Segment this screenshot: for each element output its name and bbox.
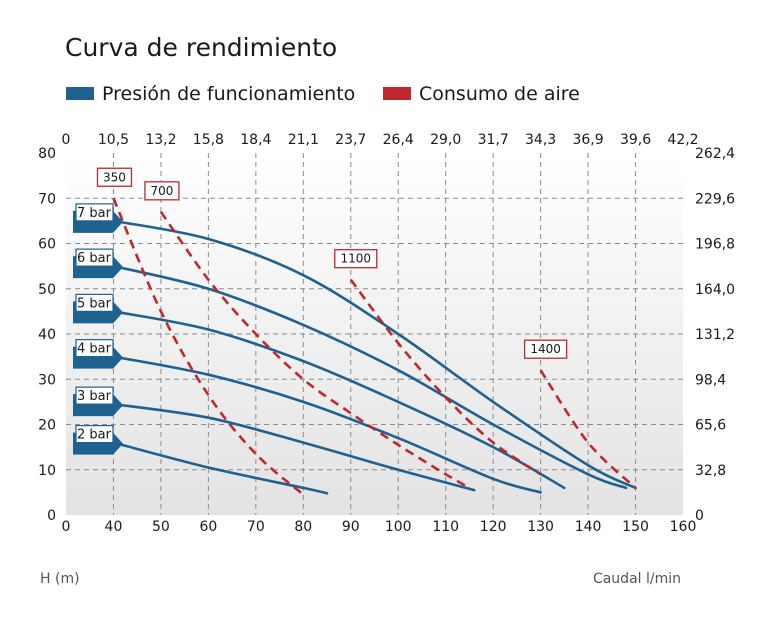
x-top-tick-label: 31,7 xyxy=(478,132,509,148)
y-tick-label: 40 xyxy=(38,327,56,343)
legend-swatch-air xyxy=(383,87,411,100)
pressure-label-box xyxy=(75,339,114,358)
pressure-label-text: 2 bar xyxy=(77,428,112,443)
y-axis-right-ticks: 0 32,8 65,6 98,4 131,2 164,0 196,8 229,6 262,4 xyxy=(695,146,735,524)
y-right-tick-label: 164,0 xyxy=(695,282,735,298)
air-series-labels: 350 700 1100 1400 xyxy=(96,167,568,359)
y-right-tick-label: 65,6 xyxy=(695,418,726,434)
x-tick-label: 160 xyxy=(670,519,697,535)
x-tick-label: 100 xyxy=(385,519,412,535)
air-label-box xyxy=(96,167,133,187)
pressure-label-arrow xyxy=(113,432,123,455)
x-tick-label: 0 xyxy=(62,519,71,535)
pressure-series-labels: 7 bar 6 bar 5 bar 4 bar 3 bar 2 bar xyxy=(73,203,123,455)
air-line xyxy=(539,369,637,489)
y-right-tick-label: 32,8 xyxy=(695,463,726,479)
x-top-tick-label: 0 xyxy=(62,132,71,148)
pressure-label-box xyxy=(75,425,114,444)
pressure-line xyxy=(112,310,566,490)
y-tick-label: 60 xyxy=(38,237,56,253)
x-top-tick-label: 42,2 xyxy=(667,132,698,148)
y-tick-label: 0 xyxy=(47,508,56,524)
x-top-tick-label: 34,3 xyxy=(525,132,556,148)
pressure-line xyxy=(112,402,476,492)
pressure-line xyxy=(112,355,542,494)
pressure-series xyxy=(112,219,637,495)
y-tick-label: 50 xyxy=(38,282,56,298)
pressure-line xyxy=(112,219,637,490)
y-tick-label: 80 xyxy=(38,146,56,162)
legend: Presión de funcionamiento Consumo de air… xyxy=(66,83,580,105)
pressure-line xyxy=(112,264,628,490)
x-tick-label: 140 xyxy=(575,519,602,535)
pressure-label-text: 3 bar xyxy=(77,389,112,404)
x-top-tick-label: 26,4 xyxy=(383,132,414,148)
legend-label-pressure: Presión de funcionamiento xyxy=(102,83,355,105)
x-tick-label: 120 xyxy=(480,519,507,535)
air-line xyxy=(349,278,542,476)
air-label-text: 1100 xyxy=(340,252,371,266)
x-tick-label: 90 xyxy=(342,519,360,535)
legend-swatch-pressure xyxy=(66,87,94,100)
x-axis-label: Caudal l/min xyxy=(593,571,681,587)
x-tick-label: 150 xyxy=(622,519,649,535)
air-label-text: 1400 xyxy=(530,342,561,356)
pressure-label-arrow xyxy=(113,256,123,279)
x-tick-label: 50 xyxy=(152,519,170,535)
air-line xyxy=(112,197,305,496)
air-label-text: 350 xyxy=(103,170,126,184)
x-top-tick-label: 23,7 xyxy=(335,132,366,148)
x-top-tick-label: 13,2 xyxy=(145,132,176,148)
y-tick-label: 10 xyxy=(38,463,56,479)
y-right-tick-label: 131,2 xyxy=(695,327,735,343)
pressure-line xyxy=(112,441,329,495)
air-label-box xyxy=(334,249,378,269)
air-label-text: 700 xyxy=(150,184,173,198)
y-tick-label: 20 xyxy=(38,418,56,434)
pressure-label-text: 4 bar xyxy=(77,342,112,357)
air-label-box xyxy=(144,181,180,201)
y-tick-label: 70 xyxy=(38,191,56,207)
legend-label-air: Consumo de aire xyxy=(419,83,580,105)
x-tick-label: 80 xyxy=(294,519,312,535)
x-tick-label: 110 xyxy=(432,519,459,535)
y-right-tick-label: 229,6 xyxy=(695,191,735,207)
y-right-tick-label: 262,4 xyxy=(695,146,735,162)
y-axis-ticks: 0 10 20 30 40 50 60 70 80 xyxy=(38,146,56,524)
y-axis-label: H (m) xyxy=(40,571,80,587)
pressure-label-text: 5 bar xyxy=(77,296,112,311)
x-top-tick-label: 18,4 xyxy=(240,132,271,148)
x-top-tick-label: 36,9 xyxy=(572,132,603,148)
x-axis-top-ticks: 0 10,5 13,2 15,8 18,4 21,1 23,7 26,4 29,0 31,7 34,… xyxy=(62,132,699,148)
pressure-label-text: 7 bar xyxy=(77,206,112,221)
y-right-tick-label: 0 xyxy=(695,508,704,524)
x-tick-label: 70 xyxy=(247,519,265,535)
x-tick-label: 130 xyxy=(527,519,554,535)
x-top-tick-label: 39,6 xyxy=(620,132,651,148)
pressure-label-arrow xyxy=(113,301,123,324)
x-top-tick-label: 15,8 xyxy=(193,132,224,148)
air-label-box xyxy=(523,339,568,359)
air-line xyxy=(159,211,471,490)
pressure-label-arrow xyxy=(113,210,123,233)
pressure-label-arrow xyxy=(113,346,123,369)
air-series xyxy=(112,197,637,496)
pressure-label-box xyxy=(75,293,114,312)
pressure-label-box xyxy=(75,248,114,267)
y-tick-label: 30 xyxy=(38,372,56,388)
y-right-tick-label: 98,4 xyxy=(695,372,726,388)
x-axis-ticks: 0 40 50 60 70 80 90 100 110 120 130 140 150 160 xyxy=(62,519,697,535)
pressure-label-box xyxy=(75,203,114,222)
y-right-tick-label: 196,8 xyxy=(695,237,735,253)
x-top-tick-label: 21,1 xyxy=(288,132,319,148)
pressure-label-arrow xyxy=(113,394,123,417)
pressure-label-box xyxy=(75,386,114,405)
pressure-label-text: 6 bar xyxy=(77,251,112,266)
x-tick-label: 40 xyxy=(105,519,123,535)
x-top-tick-label: 10,5 xyxy=(98,132,129,148)
chart-title: Curva de rendimiento xyxy=(65,33,337,62)
x-top-tick-label: 29,0 xyxy=(430,132,461,148)
x-tick-label: 60 xyxy=(199,519,217,535)
